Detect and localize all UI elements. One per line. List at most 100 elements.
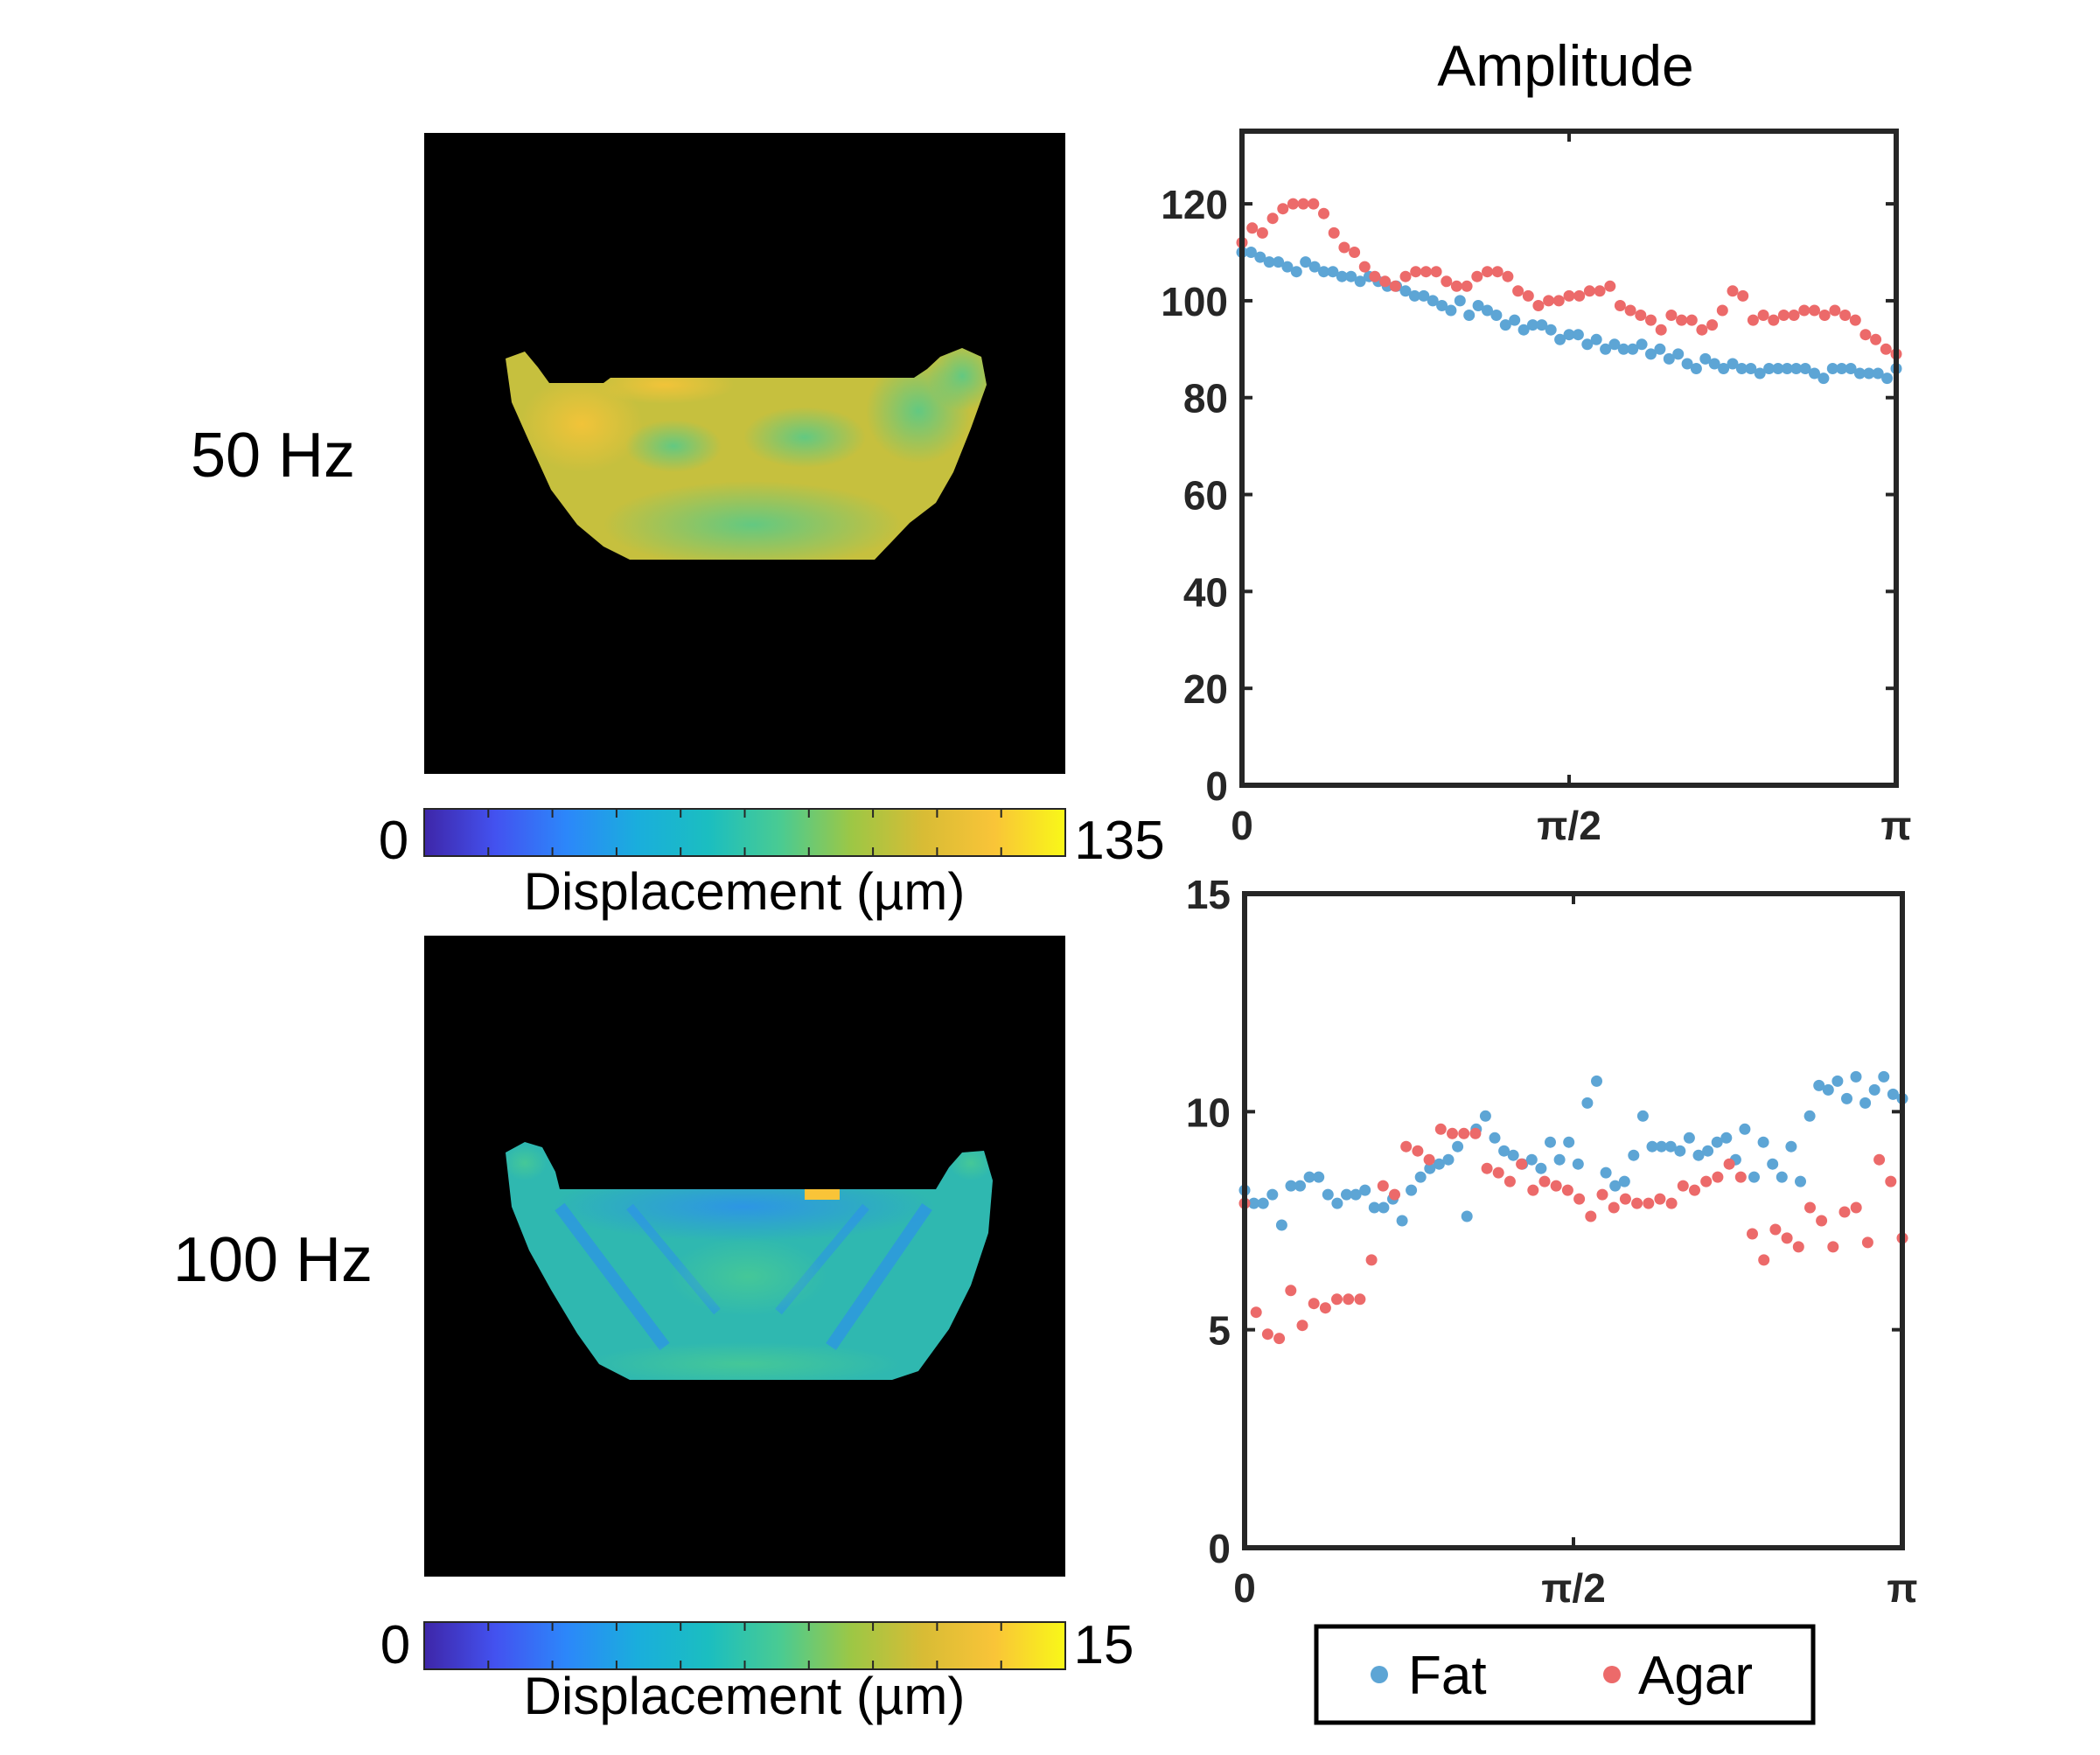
point-agar [1685,314,1698,326]
legend: Fat Agar [1314,1624,1816,1725]
y-tick-label: 100 [1161,279,1228,324]
point-agar [1838,1206,1851,1218]
y-tick-label: 80 [1183,376,1228,421]
point-fat [1757,1136,1769,1148]
point-fat [1563,329,1575,341]
point-fat [1445,304,1457,317]
point-fat [1545,1136,1556,1148]
point-fat [1463,310,1476,321]
colorbar-max: 135 [1074,811,1164,871]
point-agar [1319,1302,1331,1314]
point-fat [1645,348,1657,360]
point-fat [1767,1158,1779,1170]
point-fat [1399,285,1412,297]
point-fat [1300,256,1312,268]
point-agar [1861,1236,1873,1249]
point-fat [1489,1132,1501,1144]
y-tick-label: 10 [1186,1090,1231,1135]
point-fat [1563,1136,1575,1148]
point-agar [1573,289,1586,302]
point-agar [1880,343,1892,355]
plot-area [1245,894,1902,1548]
point-agar [1328,226,1340,239]
point-agar [1441,275,1453,288]
colorbar-label: Displacement (µm) [524,862,966,921]
series-agar [1236,198,1902,360]
colorbar-100hz: 0 15 Displacement (µm) [380,1615,1134,1725]
point-fat [1303,1171,1315,1183]
colorbar-ticks [487,1622,1002,1669]
point-agar [1522,289,1534,302]
point-agar [1482,266,1493,278]
x-tick-label: 0 [1233,1565,1256,1611]
point-agar [1689,1184,1700,1196]
point-fat [1627,343,1639,355]
point-fat [1608,338,1621,351]
point-agar [1461,280,1473,292]
point-fat [1507,1149,1519,1161]
point-agar [1412,1145,1424,1157]
point-fat [1772,363,1784,374]
point-fat [1433,1158,1445,1170]
point-agar [1297,198,1309,210]
point-fat [1600,343,1612,355]
point-fat [1452,1140,1464,1153]
point-fat [1526,319,1538,331]
point-fat [1345,270,1357,282]
point-agar [1849,314,1861,326]
point-fat [1308,261,1321,273]
point-fat [1887,1088,1899,1100]
point-fat [1454,295,1466,307]
point-agar [1870,333,1882,345]
point-agar [1469,1127,1482,1139]
row-label-100hz: 100 Hz [173,1225,373,1295]
point-agar [1654,1193,1666,1205]
point-fat [1859,1097,1872,1109]
point-fat [1408,289,1420,302]
point-agar [1816,1215,1828,1227]
point-agar [1434,1123,1447,1135]
point-agar [1379,275,1392,288]
point-agar [1859,329,1872,341]
colorbar-max: 15 [1074,1615,1134,1675]
colorbar-min: 0 [380,1615,410,1675]
point-fat [1863,367,1875,380]
point-fat [1711,1136,1723,1148]
point-agar [1583,285,1595,297]
point-fat [1378,1201,1390,1214]
point-fat [1591,1075,1602,1087]
point-agar [1781,1232,1793,1244]
point-fat [1263,256,1275,268]
point-fat [1831,1075,1844,1087]
point-fat [1418,289,1430,302]
point-agar [1734,1171,1747,1183]
y-tick-label: 15 [1186,872,1231,917]
point-agar [1676,314,1688,326]
amplitude-plot-100hz: 0 5 10 15 0 π/2 π [1186,872,1918,1611]
point-agar [1608,1201,1620,1214]
point-fat [1776,1171,1788,1183]
point-fat [1799,363,1811,374]
point-agar [1798,304,1810,317]
point-fat [1509,314,1521,326]
point-agar [1596,1188,1608,1201]
displacement-map-100hz [424,936,1065,1577]
point-fat [1525,1153,1538,1166]
point-fat [1285,1180,1297,1192]
point-fat [1461,1210,1473,1222]
y-tick-label: 0 [1208,1526,1231,1571]
point-fat [1553,1153,1566,1166]
point-agar [1712,1171,1724,1183]
point-fat [1790,363,1803,374]
point-agar [1400,1140,1413,1153]
point-fat [1590,333,1602,345]
point-agar [1665,310,1678,321]
point-fat [1536,319,1548,331]
point-fat [1406,1184,1418,1196]
point-fat [1748,1171,1760,1183]
point-agar [1655,324,1667,336]
point-fat [1498,1145,1510,1157]
x-tick-label: π/2 [1541,1565,1606,1611]
point-fat [1702,1145,1714,1157]
legend-box [1314,1624,1816,1725]
